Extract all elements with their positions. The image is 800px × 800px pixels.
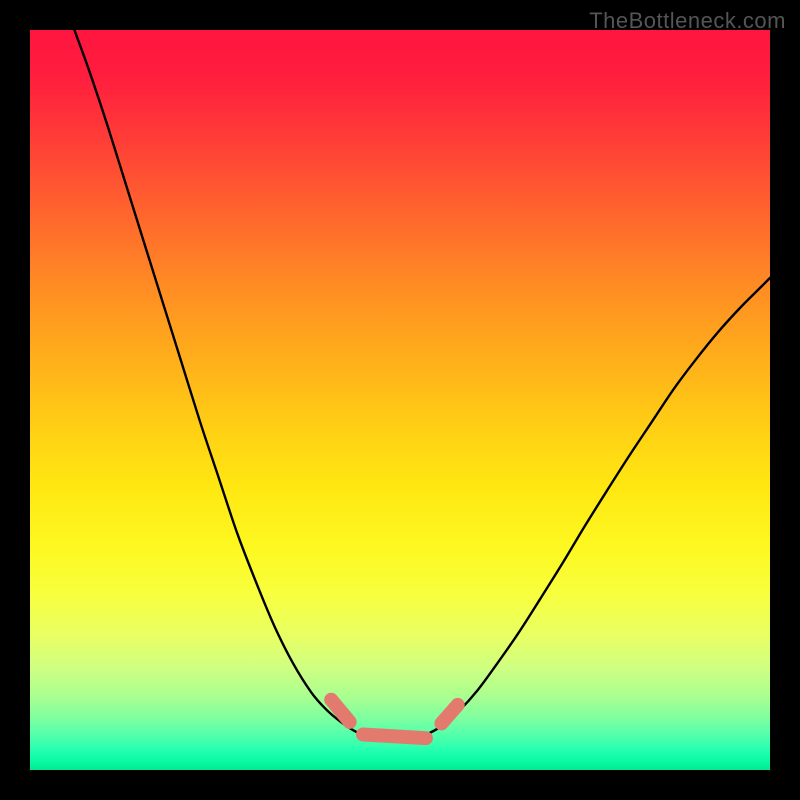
chart-container: TheBottleneck.com <box>0 0 800 800</box>
chart-svg <box>30 30 770 770</box>
gradient-background <box>30 30 770 770</box>
highlight-mark <box>363 734 426 738</box>
watermark-text: TheBottleneck.com <box>589 8 786 34</box>
plot-area <box>30 30 770 770</box>
